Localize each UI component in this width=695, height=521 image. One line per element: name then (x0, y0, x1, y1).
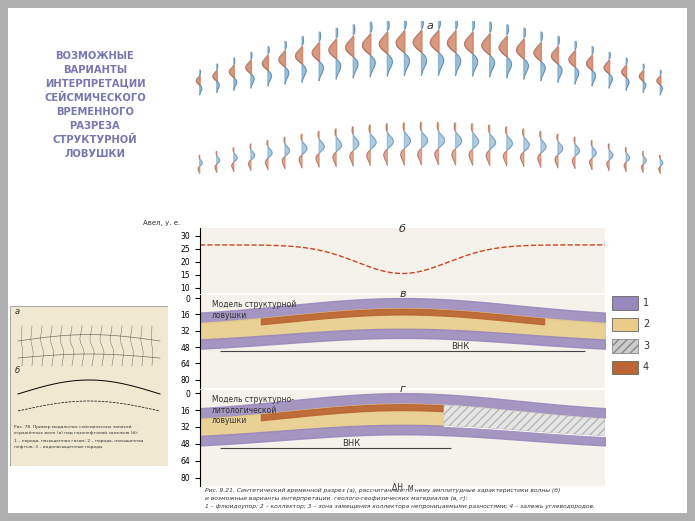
Text: a: a (15, 307, 20, 316)
Text: ΔH, м: ΔH, м (392, 483, 414, 492)
Text: ВНК: ВНК (451, 342, 469, 351)
Text: 4: 4 (643, 363, 649, 373)
Text: 1 – порода, насыщенная газом; 2 – порода, насыщенная: 1 – порода, насыщенная газом; 2 – порода… (14, 439, 143, 443)
Text: Модель структурной
ловушки: Модель структурной ловушки (212, 300, 296, 319)
Text: 1 – флюидоупор; 2 – коллектор; 3 – зона замещения коллектора непроницаемыми разн: 1 – флюидоупор; 2 – коллектор; 3 – зона … (205, 504, 595, 509)
Text: Авел, у. е.: Авел, у. е. (143, 220, 181, 227)
Text: нефтью; 3 – водонасыщенные породы: нефтью; 3 – водонасыщенные породы (14, 445, 102, 449)
Text: a: a (427, 21, 434, 31)
Text: отражённых волн (а) над газонефтяной залежью (б):: отражённых волн (а) над газонефтяной зал… (14, 431, 138, 435)
Text: Рис. 9.21. Синтетический временной разрез (а), рассчитанные по нему амплитудные : Рис. 9.21. Синтетический временной разре… (205, 488, 560, 493)
Text: ВНК: ВНК (342, 439, 360, 448)
Text: 3: 3 (643, 341, 649, 351)
Bar (612, 361, 638, 374)
Text: г: г (400, 383, 405, 393)
Text: 2: 2 (643, 319, 649, 329)
Text: б: б (399, 224, 406, 234)
Text: и возможные варианты интерпретации  геолого-геофизических материалов (в, г):: и возможные варианты интерпретации геоло… (205, 496, 468, 501)
Text: в: в (399, 289, 406, 299)
Text: б: б (15, 366, 20, 375)
Text: 1: 1 (643, 298, 649, 308)
Bar (612, 317, 638, 331)
Bar (612, 339, 638, 353)
Text: Рис. 78. Пример модальных сейсмических записей: Рис. 78. Пример модальных сейсмических з… (14, 425, 131, 429)
Text: Модель структурно-
литологической
ловушки: Модель структурно- литологической ловушк… (212, 395, 294, 425)
Text: ВОЗМОЖНЫЕ
ВАРИАНТЫ
ИНТЕРПРЕТАЦИИ
СЕЙСМИЧЕСКОГО
ВРЕМЕННОГО
РАЗРЕЗА
СТРУКТУРНОЙ
ЛО: ВОЗМОЖНЫЕ ВАРИАНТЫ ИНТЕРПРЕТАЦИИ СЕЙСМИЧ… (44, 51, 146, 159)
Bar (612, 296, 638, 309)
